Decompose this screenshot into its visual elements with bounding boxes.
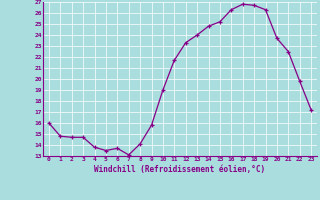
X-axis label: Windchill (Refroidissement éolien,°C): Windchill (Refroidissement éolien,°C) bbox=[94, 165, 266, 174]
